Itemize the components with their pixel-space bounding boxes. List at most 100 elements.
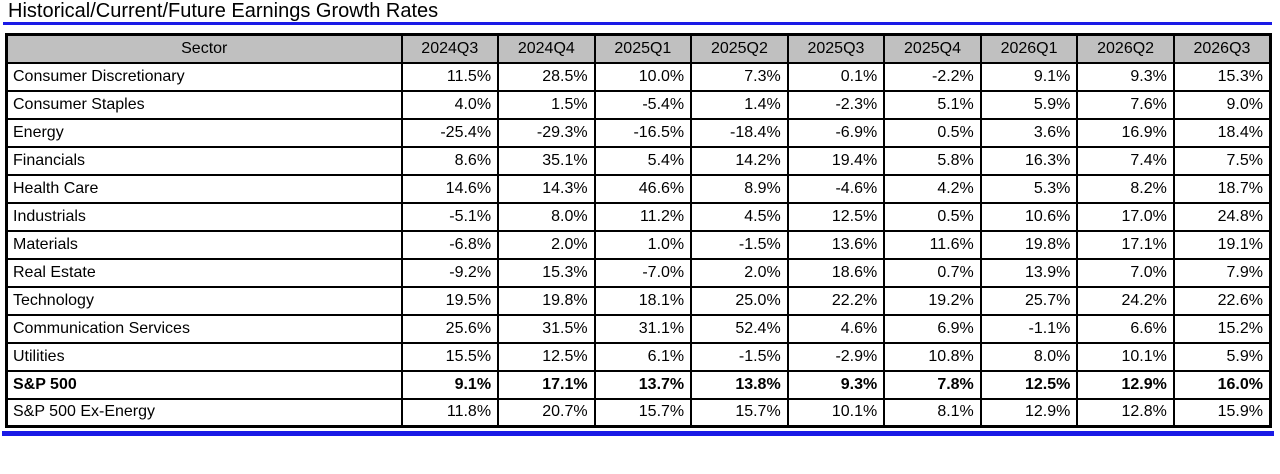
growth-value-cell: 4.6% — [786, 313, 886, 344]
growth-value-cell: -16.5% — [593, 117, 693, 148]
growth-value-cell: 1.4% — [690, 89, 789, 120]
growth-value-cell: 46.6% — [593, 173, 693, 204]
sector-name-cell: S&P 500 Ex-Energy — [5, 397, 403, 428]
column-header-quarter: 2025Q4 — [883, 33, 982, 64]
growth-value-cell: 11.2% — [593, 201, 693, 232]
column-header-quarter: 2024Q4 — [497, 33, 596, 64]
growth-value-cell: 17.0% — [1076, 201, 1175, 232]
growth-value-cell: 7.4% — [1076, 145, 1175, 176]
growth-value-cell: 6.1% — [593, 341, 693, 372]
table-row: Consumer Discretionary 11.5% 28.5% 10.0% 7.3… — [5, 61, 1272, 92]
sector-name-cell: Energy — [5, 117, 403, 148]
growth-value-cell: 1.0% — [593, 229, 693, 260]
growth-value-cell: 13.6% — [786, 229, 886, 260]
growth-value-cell: 19.5% — [400, 285, 500, 316]
growth-value-cell: 22.2% — [786, 285, 886, 316]
growth-value-cell: 15.7% — [690, 397, 789, 428]
growth-value-cell: -2.2% — [883, 61, 982, 92]
column-header-quarter: 2026Q3 — [1172, 33, 1272, 64]
growth-value-cell: 22.6% — [1172, 285, 1272, 316]
growth-value-cell: 12.9% — [1076, 369, 1175, 400]
growth-value-cell: 5.9% — [979, 89, 1079, 120]
table-row: Real Estate -9.2% 15.3% -7.0% 2.0% 18.6% 0.7% 1… — [5, 257, 1272, 288]
growth-value-cell: 24.8% — [1172, 201, 1272, 232]
growth-value-cell: 25.0% — [690, 285, 789, 316]
table-row: Health Care 14.6% 14.3% 46.6% 8.9% -4.6% 4.2% 5… — [5, 173, 1272, 204]
table-row: Communication Services 25.6% 31.5% 31.1% 52.… — [5, 313, 1272, 344]
table-row: Materials -6.8% 2.0% 1.0% -1.5% 13.6% 11.6% 19.… — [5, 229, 1272, 260]
column-header-quarter: 2026Q1 — [979, 33, 1079, 64]
growth-value-cell: 19.2% — [883, 285, 982, 316]
table-header: Sector 2024Q3 2024Q4 2025Q1 2025Q2 2025Q3 2025… — [5, 33, 1272, 64]
growth-value-cell: 7.5% — [1172, 145, 1272, 176]
growth-value-cell: 16.3% — [979, 145, 1079, 176]
column-header-quarter: 2026Q2 — [1076, 33, 1175, 64]
growth-value-cell: 6.6% — [1076, 313, 1175, 344]
bottom-underline-rule — [2, 431, 1274, 436]
growth-value-cell: -4.6% — [786, 173, 886, 204]
page-title: Historical/Current/Future Earnings Growt… — [8, 0, 439, 22]
growth-value-cell: 14.6% — [400, 173, 500, 204]
growth-value-cell: 5.9% — [1172, 341, 1272, 372]
sector-name-cell: Financials — [5, 145, 403, 176]
growth-value-cell: 10.1% — [1076, 341, 1175, 372]
growth-value-cell: -9.2% — [400, 257, 500, 288]
growth-value-cell: 4.0% — [400, 89, 500, 120]
table-row: S&P 500 Ex-Energy 11.8% 20.7% 15.7% 15.7% 10.… — [5, 397, 1272, 428]
column-header-quarter: 2025Q2 — [690, 33, 789, 64]
sector-name-cell: Utilities — [5, 341, 403, 372]
growth-value-cell: -2.9% — [786, 341, 886, 372]
growth-value-cell: 12.8% — [1076, 397, 1175, 428]
growth-value-cell: 15.3% — [497, 257, 596, 288]
growth-value-cell: 13.9% — [979, 257, 1079, 288]
sector-name-cell: S&P 500 — [5, 369, 403, 400]
growth-value-cell: 18.4% — [1172, 117, 1272, 148]
growth-value-cell: 12.9% — [979, 397, 1079, 428]
growth-value-cell: 7.0% — [1076, 257, 1175, 288]
growth-value-cell: 7.8% — [883, 369, 982, 400]
growth-value-cell: 2.0% — [690, 257, 789, 288]
growth-value-cell: -1.5% — [690, 229, 789, 260]
growth-value-cell: 11.6% — [883, 229, 982, 260]
table-row: Financials 8.6% 35.1% 5.4% 14.2% 19.4% 5.8% 16.… — [5, 145, 1272, 176]
growth-value-cell: -25.4% — [400, 117, 500, 148]
growth-value-cell: 15.9% — [1172, 397, 1272, 428]
growth-value-cell: -18.4% — [690, 117, 789, 148]
sector-name-cell: Industrials — [5, 201, 403, 232]
growth-value-cell: 13.8% — [690, 369, 789, 400]
growth-value-cell: 0.1% — [786, 61, 886, 92]
sector-name-cell: Consumer Discretionary — [5, 61, 403, 92]
growth-value-cell: 8.9% — [690, 173, 789, 204]
growth-value-cell: 15.2% — [1172, 313, 1272, 344]
growth-value-cell: 18.6% — [786, 257, 886, 288]
growth-value-cell: 8.2% — [1076, 173, 1175, 204]
growth-value-cell: 18.1% — [593, 285, 693, 316]
growth-value-cell: 9.1% — [979, 61, 1079, 92]
growth-value-cell: 12.5% — [979, 369, 1079, 400]
growth-value-cell: 7.3% — [690, 61, 789, 92]
sector-name-cell: Health Care — [5, 173, 403, 204]
growth-value-cell: -5.4% — [593, 89, 693, 120]
table-row: Technology 19.5% 19.8% 18.1% 25.0% 22.2% 19.2%… — [5, 285, 1272, 316]
growth-value-cell: 3.6% — [979, 117, 1079, 148]
title-underline-rule — [3, 22, 1272, 25]
growth-value-cell: 5.1% — [883, 89, 982, 120]
growth-value-cell: 11.8% — [400, 397, 500, 428]
column-header-sector: Sector — [5, 33, 403, 64]
growth-value-cell: 19.8% — [497, 285, 596, 316]
growth-value-cell: 13.7% — [593, 369, 693, 400]
report-page: Historical/Current/Future Earnings Growt… — [2, 0, 1274, 436]
growth-value-cell: 19.1% — [1172, 229, 1272, 260]
growth-value-cell: 17.1% — [497, 369, 596, 400]
sector-name-cell: Real Estate — [5, 257, 403, 288]
growth-value-cell: 16.9% — [1076, 117, 1175, 148]
growth-value-cell: 31.5% — [497, 313, 596, 344]
growth-value-cell: 5.4% — [593, 145, 693, 176]
table-row: Utilities 15.5% 12.5% 6.1% -1.5% -2.9% 10.8% 8.… — [5, 341, 1272, 372]
growth-value-cell: 15.7% — [593, 397, 693, 428]
growth-value-cell: -6.9% — [786, 117, 886, 148]
growth-value-cell: 16.0% — [1172, 369, 1272, 400]
growth-value-cell: -6.8% — [400, 229, 500, 260]
growth-value-cell: 9.3% — [786, 369, 886, 400]
growth-value-cell: 0.5% — [883, 201, 982, 232]
